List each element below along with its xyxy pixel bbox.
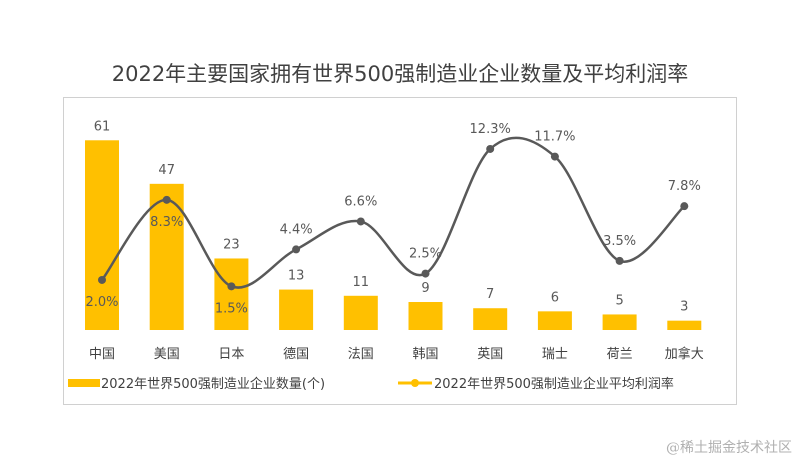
line-point-3: [292, 245, 301, 254]
line-label-2: 1.5%: [215, 301, 248, 316]
bar-label-4: 11: [353, 275, 370, 290]
bar-label-3: 13: [288, 269, 305, 284]
bar-6: [473, 308, 508, 330]
legend-bar-swatch: [68, 379, 100, 387]
line-point-5: [421, 269, 430, 278]
plot-frame: [63, 97, 737, 405]
line-point-1: [162, 195, 171, 204]
x-tick-label-8: 荷兰: [607, 347, 633, 362]
x-tick-label-3: 德国: [283, 347, 309, 362]
legend-bar-label: 2022年世界500强制造业企业数量(个): [101, 376, 325, 392]
bar-label-0: 61: [94, 119, 111, 134]
line-label-3: 4.4%: [280, 222, 313, 237]
line-label-1: 8.3%: [150, 215, 183, 230]
bar-label-5: 9: [421, 281, 429, 296]
bar-7: [537, 311, 572, 330]
bar-9: [667, 320, 702, 330]
x-tick-label-7: 瑞士: [542, 347, 568, 362]
bar-label-1: 47: [158, 163, 175, 178]
bar-8: [602, 314, 637, 330]
bar-label-7: 6: [551, 290, 559, 305]
legend-line-marker: [411, 379, 419, 387]
legend-line-label: 2022年世界500强制造业企业平均利润率: [434, 376, 674, 392]
bar-label-6: 7: [486, 287, 494, 302]
line-point-9: [680, 202, 689, 211]
bar-0: [85, 140, 119, 330]
x-tick-label-1: 美国: [154, 347, 180, 362]
x-tick-label-5: 韩国: [412, 347, 438, 362]
bar-4: [343, 295, 378, 330]
line-point-8: [615, 256, 624, 265]
bar-5: [408, 302, 443, 330]
line-label-5: 2.5%: [409, 247, 442, 262]
x-tick-label-4: 法国: [348, 347, 374, 362]
line-point-2: [227, 282, 236, 291]
line-point-7: [550, 152, 559, 161]
x-tick-label-9: 加拿大: [665, 346, 704, 362]
watermark: @稀土掘金技术社区: [666, 440, 792, 456]
chart-title: 2022年主要国家拥有世界500强制造业企业数量及平均利润率: [111, 62, 689, 86]
bar-label-8: 5: [615, 293, 623, 308]
line-point-6: [486, 144, 495, 153]
line-point-4: [356, 217, 365, 226]
line-label-8: 3.5%: [603, 234, 636, 249]
line-series: [101, 136, 686, 289]
x-tick-label-6: 英国: [477, 347, 503, 362]
bar-2: [214, 258, 249, 330]
x-tick-label-0: 中国: [89, 347, 115, 362]
bar-label-2: 23: [223, 237, 240, 252]
line-label-7: 11.7%: [534, 130, 575, 145]
line-label-0: 2.0%: [85, 295, 118, 310]
bar-label-9: 3: [680, 300, 688, 315]
line-label-4: 6.6%: [344, 194, 377, 209]
line-label-9: 7.8%: [668, 179, 701, 194]
bar-3: [279, 289, 314, 330]
x-tick-label-2: 日本: [218, 347, 244, 362]
line-point-0: [98, 275, 106, 284]
line-label-6: 12.3%: [470, 122, 511, 137]
